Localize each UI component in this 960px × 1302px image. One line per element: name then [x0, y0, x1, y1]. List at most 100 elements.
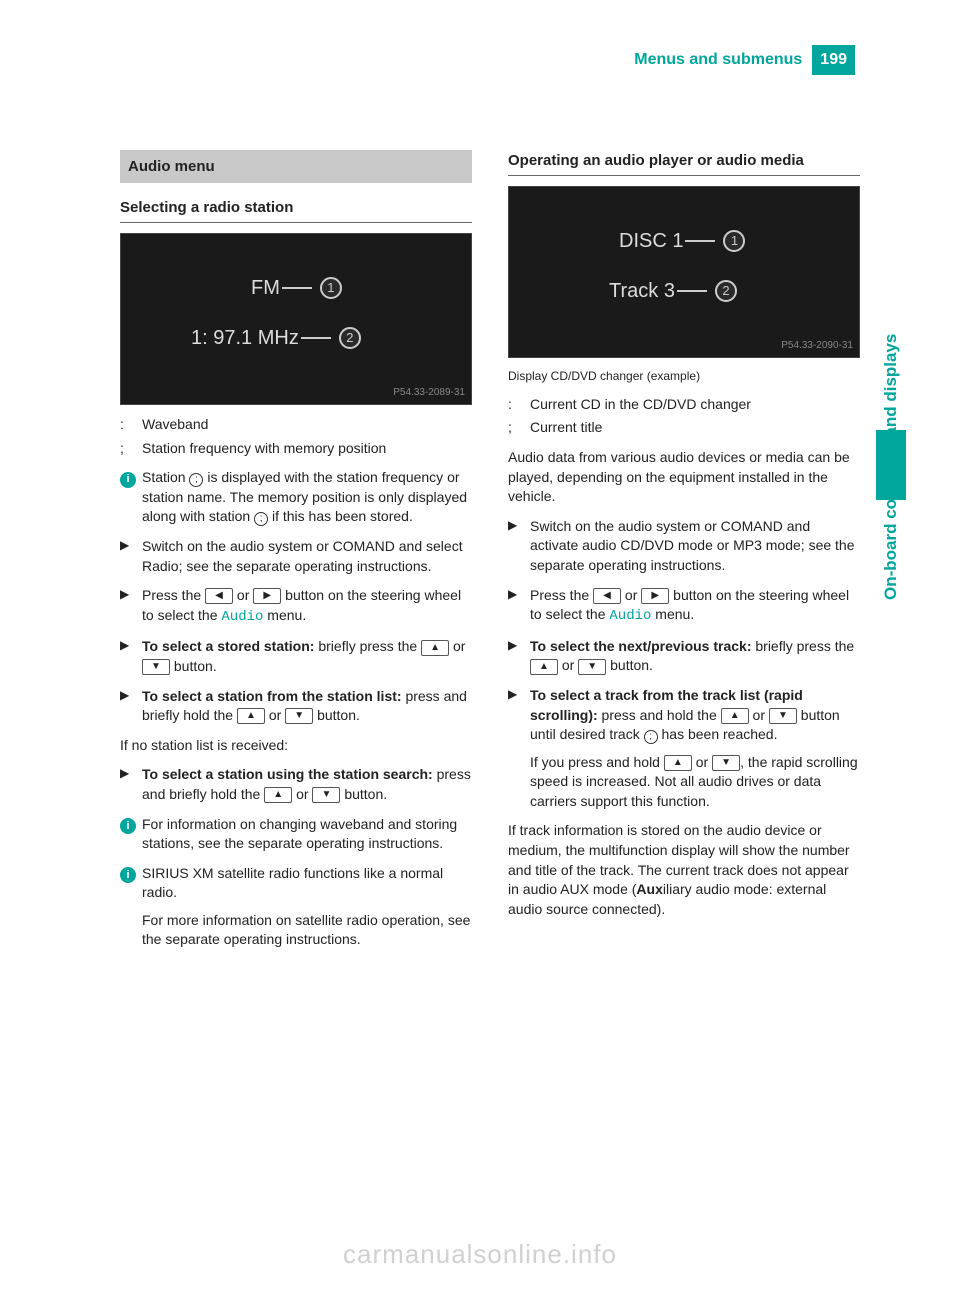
up-button-icon: ▲ [237, 708, 265, 724]
callout-1: 1 [723, 230, 745, 252]
legend-num: ; [120, 439, 142, 459]
ref-2: ; [644, 730, 658, 744]
step-marker: ▶ [120, 637, 142, 676]
legend-num: : [120, 415, 142, 435]
display-disc: DISC 1 [619, 227, 683, 255]
figure-id: P54.33-2089-31 [393, 386, 465, 400]
menu-label: Audio [221, 609, 263, 625]
down-button-icon: ▼ [712, 755, 740, 771]
step-text: To select the next/previous track: brief… [530, 637, 860, 676]
page-number: 199 [812, 45, 855, 75]
subheading-audio-player: Operating an audio player or audio media [508, 150, 860, 176]
step-marker: ▶ [508, 586, 530, 627]
down-button-icon: ▼ [312, 787, 340, 803]
step-marker: ▶ [508, 637, 530, 676]
legend-text: Station frequency with memory position [142, 439, 386, 459]
info-note: i For information on changing waveband a… [120, 815, 472, 854]
figure-caption: Display CD/DVD changer (example) [508, 368, 860, 385]
up-button-icon: ▲ [664, 755, 692, 771]
content-area: Audio menu Selecting a radio station FM … [120, 150, 860, 960]
legend-text: Current title [530, 418, 602, 438]
callout-line [677, 290, 707, 292]
step-marker: ▶ [120, 537, 142, 576]
info-icon: i [120, 472, 136, 488]
page-header: Menus and submenus 199 [634, 45, 855, 75]
display-waveband: FM [251, 274, 280, 302]
paragraph: Audio data from various audio devices or… [508, 448, 860, 507]
left-button-icon: ◀ [205, 588, 233, 604]
callout-1: 1 [320, 277, 342, 299]
figure-id: P54.33-2090-31 [781, 339, 853, 353]
step: ▶ To select a station using the station … [120, 765, 472, 804]
up-button-icon: ▲ [530, 659, 558, 675]
ref-2: ; [189, 473, 203, 487]
side-tab-label: On-board computer and displays [876, 130, 906, 600]
step: ▶ To select a track from the track list … [508, 686, 860, 812]
step: ▶ Press the ◀ or ▶ button on the steerin… [508, 586, 860, 627]
step: ▶ To select the next/previous track: bri… [508, 637, 860, 676]
display-frequency: 1: 97.1 MHz [191, 324, 299, 352]
paragraph: If no station list is received: [120, 736, 472, 756]
radio-display-figure: FM 1 1: 97.1 MHz 2 P54.33-2089-31 [120, 233, 472, 405]
legend-num: ; [508, 418, 530, 438]
info-note: i SIRIUS XM satellite radio functions li… [120, 864, 472, 950]
callout-2: 2 [715, 280, 737, 302]
subheading-radio: Selecting a radio station [120, 197, 472, 223]
step-text: Switch on the audio system or COMAND and… [142, 537, 472, 576]
legend-num: : [508, 395, 530, 415]
legend-row: ; Station frequency with memory position [120, 439, 472, 459]
info-text: For information on changing waveband and… [142, 815, 472, 854]
step-marker: ▶ [120, 586, 142, 627]
watermark: carmanualsonline.info [0, 1236, 960, 1272]
step-marker: ▶ [508, 517, 530, 576]
step-marker: ▶ [120, 687, 142, 726]
up-button-icon: ▲ [264, 787, 292, 803]
step-marker: ▶ [120, 765, 142, 804]
info-note: i Station ; is displayed with the statio… [120, 468, 472, 527]
side-tab-accent [876, 430, 906, 500]
info-text: SIRIUS XM satellite radio functions like… [142, 864, 472, 950]
side-tab: On-board computer and displays [876, 130, 906, 660]
step-text: Press the ◀ or ▶ button on the steering … [530, 586, 860, 627]
right-button-icon: ▶ [253, 588, 281, 604]
step: ▶ To select a stored station: briefly pr… [120, 637, 472, 676]
info-text: Station ; is displayed with the station … [142, 468, 472, 527]
ref-2: ; [254, 512, 268, 526]
step-text: Switch on the audio system or COMAND and… [530, 517, 860, 576]
step-text: To select a station using the station se… [142, 765, 472, 804]
right-button-icon: ▶ [641, 588, 669, 604]
info-icon: i [120, 818, 136, 834]
up-button-icon: ▲ [421, 640, 449, 656]
legend-text: Waveband [142, 415, 208, 435]
legend-text: Current CD in the CD/DVD changer [530, 395, 751, 415]
right-column: Operating an audio player or audio media… [508, 150, 860, 960]
step-text: To select a track from the track list (r… [530, 686, 860, 812]
callout-line [282, 287, 312, 289]
step: ▶ Press the ◀ or ▶ button on the steerin… [120, 586, 472, 627]
header-title: Menus and submenus [634, 49, 802, 71]
up-button-icon: ▲ [721, 708, 749, 724]
callout-2: 2 [339, 327, 361, 349]
step: ▶ Switch on the audio system or COMAND a… [508, 517, 860, 576]
legend-row: ; Current title [508, 418, 860, 438]
step-text: To select a stored station: briefly pres… [142, 637, 472, 676]
legend-row: : Current CD in the CD/DVD changer [508, 395, 860, 415]
cddvd-display-figure: DISC 1 1 Track 3 2 P54.33-2090-31 [508, 186, 860, 358]
paragraph: If track information is stored on the au… [508, 821, 860, 919]
left-button-icon: ◀ [593, 588, 621, 604]
down-button-icon: ▼ [142, 659, 170, 675]
section-title: Audio menu [120, 150, 472, 183]
down-button-icon: ▼ [578, 659, 606, 675]
down-button-icon: ▼ [285, 708, 313, 724]
down-button-icon: ▼ [769, 708, 797, 724]
left-column: Audio menu Selecting a radio station FM … [120, 150, 472, 960]
step: ▶ Switch on the audio system or COMAND a… [120, 537, 472, 576]
legend-row: : Waveband [120, 415, 472, 435]
step-text: Press the ◀ or ▶ button on the steering … [142, 586, 472, 627]
step: ▶ To select a station from the station l… [120, 687, 472, 726]
info-icon: i [120, 867, 136, 883]
menu-label: Audio [609, 608, 651, 624]
callout-line [685, 240, 715, 242]
step-marker: ▶ [508, 686, 530, 812]
callout-line [301, 337, 331, 339]
